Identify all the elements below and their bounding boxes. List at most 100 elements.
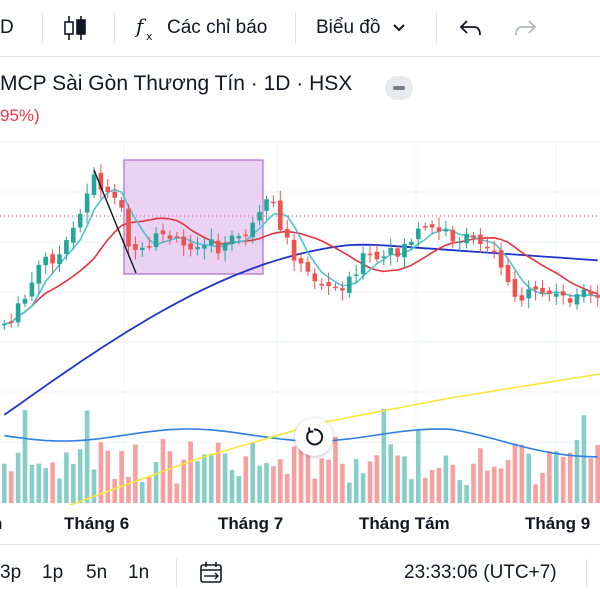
volume-bar bbox=[478, 448, 483, 503]
candle-body bbox=[498, 250, 504, 268]
candle-body bbox=[112, 191, 117, 198]
candle-body bbox=[547, 290, 552, 295]
volume-bar bbox=[347, 482, 352, 503]
volume-bar bbox=[215, 442, 221, 503]
candle-body bbox=[126, 208, 131, 247]
volume-bar bbox=[416, 429, 421, 503]
volume-bar bbox=[243, 456, 249, 503]
candle-body bbox=[409, 241, 414, 246]
volume-bar bbox=[278, 459, 283, 503]
volume-bar bbox=[360, 473, 366, 503]
volume-bar bbox=[547, 451, 552, 503]
candle-body bbox=[298, 258, 304, 264]
trend-line-drawing bbox=[93, 169, 137, 274]
candle-body bbox=[84, 193, 90, 213]
volume-bar bbox=[485, 470, 490, 503]
x-axis-label: Tháng 6 bbox=[64, 514, 130, 533]
volume-bar bbox=[181, 459, 186, 503]
volume-bar bbox=[457, 480, 462, 503]
interval-button[interactable]: D bbox=[0, 0, 14, 56]
volume-bar bbox=[367, 461, 373, 503]
volume-bar bbox=[119, 451, 124, 503]
range-button-1p[interactable]: 1p bbox=[42, 545, 63, 601]
candle-body bbox=[278, 200, 283, 230]
candle-body bbox=[181, 236, 186, 246]
candle-body bbox=[57, 254, 62, 265]
volume-bar bbox=[91, 469, 97, 503]
volume-bar bbox=[15, 452, 21, 503]
undo-icon bbox=[459, 20, 481, 36]
volume-bar bbox=[554, 451, 559, 503]
volume-bar bbox=[298, 426, 304, 503]
volume-bar bbox=[257, 465, 262, 503]
candle-body bbox=[471, 235, 476, 238]
volume-bar bbox=[71, 463, 76, 503]
svg-text:x: x bbox=[146, 30, 153, 43]
redo-icon bbox=[515, 20, 537, 36]
volume-bar bbox=[319, 458, 324, 503]
volume-bar bbox=[409, 479, 414, 503]
candle-body bbox=[512, 279, 518, 297]
volume-bar bbox=[195, 461, 200, 503]
candle-body bbox=[257, 211, 262, 221]
candle-body bbox=[119, 200, 124, 208]
volume-bar bbox=[126, 476, 131, 503]
candle-body bbox=[71, 227, 76, 243]
collapse-legend-button[interactable] bbox=[385, 76, 413, 100]
candle-body bbox=[457, 241, 462, 244]
candle-body bbox=[312, 273, 318, 282]
candle-body bbox=[284, 228, 290, 238]
candle-body bbox=[64, 240, 69, 255]
candle-body bbox=[388, 248, 393, 255]
candle-body bbox=[485, 246, 490, 249]
candle-body bbox=[429, 224, 435, 228]
volume-bar bbox=[229, 469, 235, 503]
chart-type-dropdown[interactable]: Biểu đồ bbox=[316, 0, 406, 56]
candle-body bbox=[574, 294, 580, 305]
volume-bar bbox=[29, 464, 35, 503]
volume-bar bbox=[22, 409, 28, 503]
volume-bar bbox=[567, 452, 573, 503]
volume-bar bbox=[222, 453, 228, 503]
candle-body bbox=[319, 284, 324, 286]
candle-body bbox=[29, 282, 35, 297]
x-axis-label: Tháng 9 bbox=[525, 514, 591, 533]
volume-bar bbox=[595, 444, 600, 503]
candle-body bbox=[133, 243, 138, 251]
range-label: 1n bbox=[128, 562, 150, 583]
range-button-3p[interactable]: 3p bbox=[0, 545, 21, 601]
candle-body bbox=[271, 201, 276, 204]
volume-bar bbox=[236, 476, 242, 503]
candle-body bbox=[146, 246, 152, 248]
date-range-button[interactable] bbox=[198, 545, 224, 601]
reset-chart-button[interactable] bbox=[295, 418, 333, 456]
toolbar-divider bbox=[295, 12, 296, 44]
undo-button[interactable] bbox=[458, 0, 484, 56]
volume-bar bbox=[202, 454, 207, 503]
chart-style-button[interactable] bbox=[62, 0, 88, 56]
candle-body bbox=[264, 199, 269, 211]
range-button-5n[interactable]: 5n bbox=[86, 545, 107, 601]
price-change: 95%) bbox=[0, 106, 40, 125]
redo-button[interactable] bbox=[512, 0, 538, 56]
candle-body bbox=[160, 230, 166, 235]
timezone-clock[interactable]: 23:33:06 (UTC+7) bbox=[404, 545, 557, 601]
candle-body bbox=[333, 286, 338, 289]
candle-body bbox=[174, 236, 180, 238]
volume-bar bbox=[326, 459, 331, 503]
volume-bar bbox=[250, 442, 255, 503]
candle-body bbox=[243, 234, 249, 237]
candle-body bbox=[581, 289, 587, 298]
volume-bar bbox=[443, 455, 449, 503]
bottom-toolbar: 3p 1p 5n 1n 23:33:06 (UTC+7) bbox=[0, 544, 600, 601]
indicators-button[interactable]: f x Các chỉ báo bbox=[134, 0, 267, 56]
volume-bar bbox=[305, 440, 311, 503]
candle-body bbox=[202, 245, 207, 249]
volume-bar bbox=[112, 478, 117, 503]
candle-body bbox=[340, 288, 345, 291]
candle-body bbox=[567, 298, 573, 303]
candle-body bbox=[77, 213, 83, 228]
toolbar-divider bbox=[114, 12, 115, 44]
volume-bar bbox=[271, 466, 276, 503]
range-button-1n[interactable]: 1n bbox=[128, 545, 149, 601]
